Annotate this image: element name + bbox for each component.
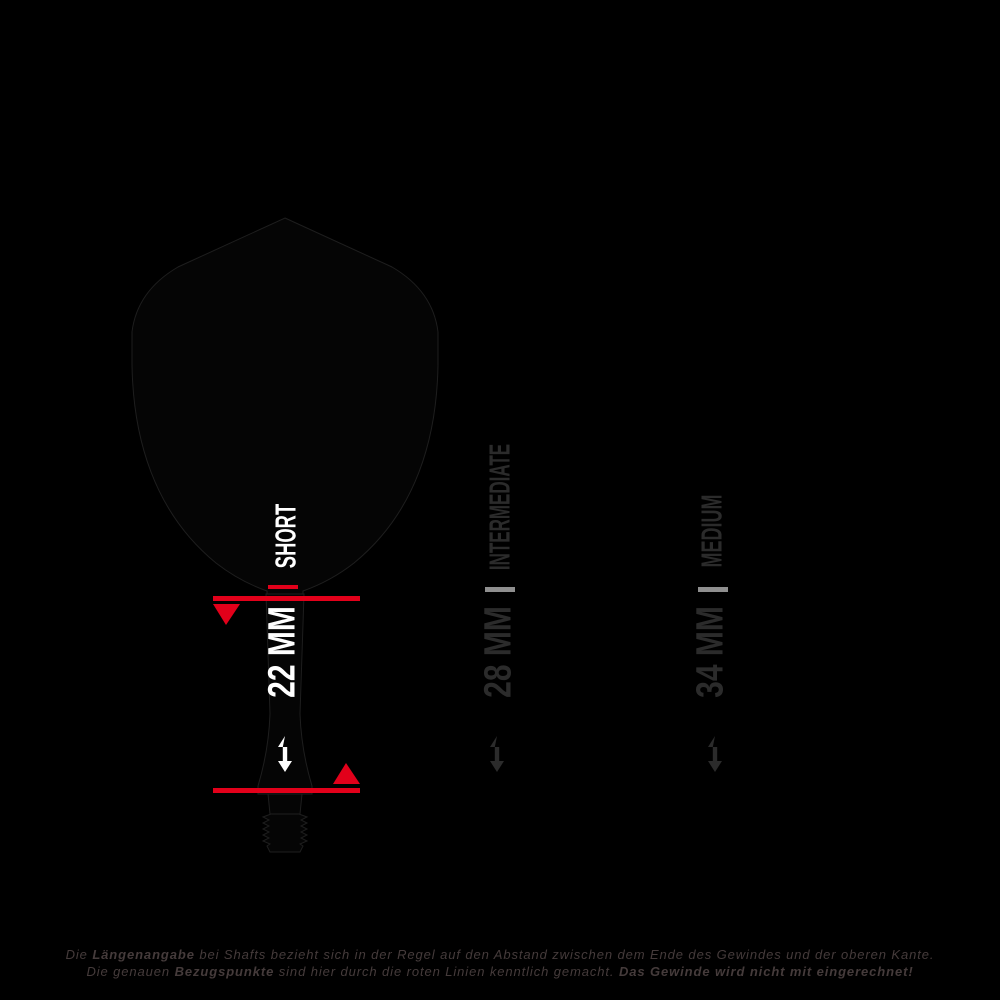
label-intermediate: INTERMEDIATE: [485, 443, 517, 571]
caption-line2-mid: sind hier durch die roten Linien kenntli…: [274, 964, 619, 979]
caption-line-2: Die genauen Bezugspunkte sind hier durch…: [0, 964, 1000, 979]
red-lower-measure-line: [213, 788, 360, 793]
gray-tick-intermediate: [485, 587, 515, 592]
red-top-tick: [268, 585, 298, 589]
red-upper-measure-line: [213, 596, 360, 601]
red-marker-triangle-up-icon: [333, 763, 360, 784]
caption-line1-rest: bei Shafts bezieht sich in der Regel auf…: [194, 947, 935, 962]
label-short: SHORT: [271, 503, 303, 569]
caption-line1-pre: Die: [65, 947, 93, 962]
length-arrow-icon-medium: [708, 736, 722, 772]
value-medium: 34 MM: [689, 606, 732, 698]
screw-thread: [261, 813, 309, 853]
length-arrow-icon-intermediate: [490, 736, 504, 772]
value-short: 22 MM: [261, 606, 304, 698]
caption-line1-bold: Längenangabe: [92, 947, 195, 962]
dart-shaft-body: [257, 593, 313, 795]
caption-line-1: Die Längenangabe bei Shafts bezieht sich…: [0, 947, 1000, 962]
caption-line2-bold1: Bezugspunkte: [174, 964, 275, 979]
red-marker-triangle-down-icon: [213, 604, 240, 625]
value-intermediate: 28 MM: [477, 606, 520, 698]
thread-collar: [267, 793, 303, 815]
caption-line2-pre: Die genauen: [86, 964, 175, 979]
label-medium: MEDIUM: [697, 494, 729, 568]
caption-line2-bold2: Das Gewinde wird nicht mit eingerechnet!: [618, 964, 914, 979]
gray-tick-medium: [698, 587, 728, 592]
